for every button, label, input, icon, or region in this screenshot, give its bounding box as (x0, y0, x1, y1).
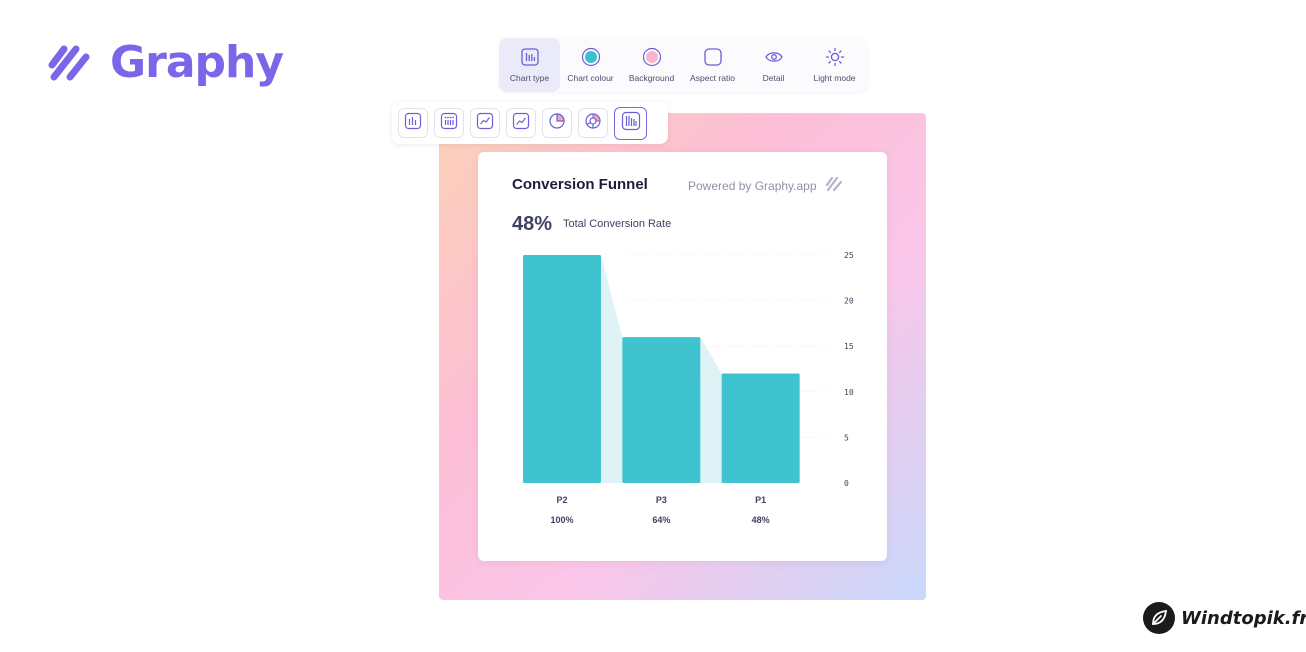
aspect-ratio-button[interactable]: Aspect ratio (682, 38, 743, 92)
y-tick-label: 15 (844, 342, 854, 351)
bar-p3 (622, 337, 701, 483)
chart-type-picker (392, 102, 668, 144)
funnel-connector (601, 255, 623, 483)
aspect-ratio-icon (703, 47, 723, 67)
chart-type-area-line[interactable] (506, 108, 536, 138)
bar-chart-icon (404, 112, 422, 135)
chart-card: Conversion Funnel Powered by Graphy.app … (478, 152, 887, 561)
x-category-label: P1 (755, 495, 766, 505)
powered-by[interactable]: Powered by Graphy.app (688, 176, 843, 195)
y-tick-label: 5 (844, 433, 849, 442)
chart-type-bar[interactable] (398, 108, 428, 138)
x-category-label: P3 (656, 495, 667, 505)
graphy-small-logo-icon (825, 176, 843, 195)
chart-type-button[interactable]: Chart type (499, 38, 560, 92)
powered-by-text: Powered by Graphy.app (688, 178, 817, 193)
x-percentage-label: 48% (752, 515, 770, 525)
pie-chart-icon (548, 112, 566, 135)
chart-settings-toolbar: Chart type Chart colour Background Aspec… (499, 38, 867, 92)
graphy-logo: Graphy (46, 37, 284, 88)
watermark: Windtopik.fr (1143, 602, 1306, 634)
graphy-logo-mark-icon (46, 43, 92, 83)
bar-p1 (721, 373, 800, 483)
y-tick-label: 10 (844, 388, 854, 397)
background-label: Background (628, 73, 675, 83)
background-button[interactable]: Background (621, 38, 682, 92)
color-dot-icon (581, 47, 601, 67)
background-dot-icon (642, 47, 662, 67)
chart-type-label: Chart type (509, 73, 550, 83)
chart-type-funnel[interactable] (614, 106, 647, 140)
eye-icon (764, 47, 784, 67)
watermark-text: Windtopik.fr (1181, 607, 1306, 629)
sun-icon (825, 47, 845, 67)
detail-label: Detail (762, 73, 785, 83)
y-tick-label: 0 (844, 479, 849, 488)
funnel-chart-icon (621, 111, 641, 136)
bar-chart-icon (520, 47, 540, 67)
chart-title: Conversion Funnel (512, 176, 648, 193)
x-percentage-label: 100% (550, 515, 573, 525)
chart-type-line[interactable] (470, 108, 500, 138)
y-tick-label: 25 (844, 251, 854, 260)
bar-p2 (523, 255, 601, 483)
graphy-logo-text: Graphy (110, 37, 284, 88)
chart-type-donut[interactable] (578, 108, 608, 138)
x-percentage-label: 64% (652, 515, 670, 525)
windtopik-leaf-icon (1143, 602, 1175, 634)
light-mode-button[interactable]: Light mode (804, 38, 865, 92)
light-mode-label: Light mode (813, 73, 856, 83)
chart-colour-button[interactable]: Chart colour (560, 38, 621, 92)
y-tick-label: 20 (844, 297, 854, 306)
x-category-label: P2 (556, 495, 567, 505)
kpi-label: Total Conversion Rate (563, 218, 672, 230)
aspect-ratio-label: Aspect ratio (690, 73, 735, 83)
donut-chart-icon (584, 112, 602, 135)
funnel-connector (700, 337, 722, 483)
chart-type-dot-bar[interactable] (434, 108, 464, 138)
chart-type-pie[interactable] (542, 108, 572, 138)
chart-colour-label: Chart colour (567, 73, 614, 83)
line-chart-icon (476, 112, 494, 135)
funnel-bar-chart: 0 5 10 15 20 25 P2 100% P3 64% P1 48% (523, 251, 854, 525)
area-line-chart-icon (512, 112, 530, 135)
detail-button[interactable]: Detail (743, 38, 804, 92)
kpi-value: 48% (512, 213, 553, 235)
dot-bar-chart-icon (440, 112, 458, 135)
